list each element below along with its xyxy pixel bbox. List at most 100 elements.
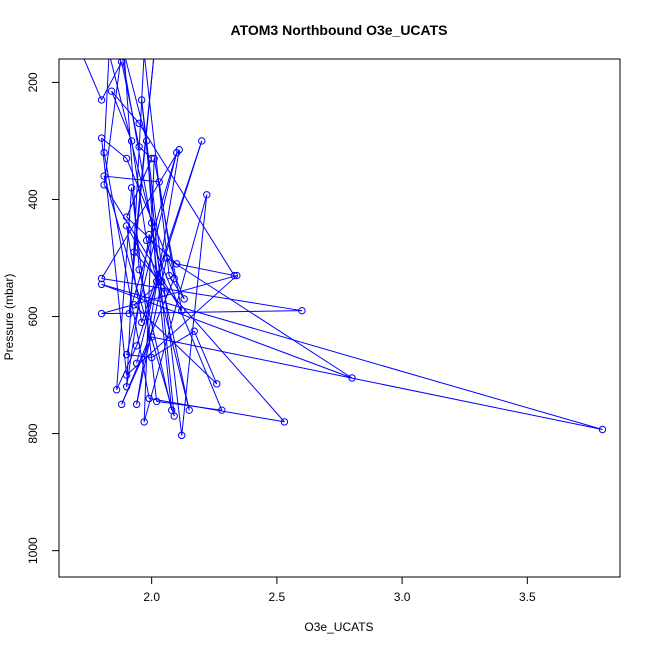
data-point [203,191,211,199]
data-point [230,271,239,280]
data-point [130,248,138,256]
series-line-segment [144,59,170,276]
data-point [173,148,181,157]
data-point [598,425,607,434]
data-point [162,254,171,262]
data-point [100,148,108,157]
series-line-segment [126,225,143,323]
data-point [137,318,146,327]
y-tick-label: 800 [26,423,40,443]
data-point [112,386,121,394]
data-point [135,143,143,151]
data-point [150,154,158,163]
x-tick-label: 2.0 [143,590,160,604]
series-line-segment [101,277,303,312]
data-point [137,96,146,104]
series-line-segment [101,283,353,379]
x-tick-label: 3.0 [394,590,411,604]
data-point [218,406,226,414]
data-point [145,230,153,239]
plot-frame [58,58,621,578]
data-point [298,306,306,315]
series-line-segment [131,140,148,241]
series-line-segment [133,59,155,253]
series-line-segment [133,251,285,423]
series-line-segment [101,61,123,101]
series-line-segment [125,59,148,142]
y-tick-label: 600 [26,306,40,326]
series-line-segment [149,397,285,423]
data-point [132,359,141,368]
data-point [142,137,151,145]
series-line-segment [126,275,238,376]
data-point [280,418,289,426]
data-point [122,371,131,379]
y-axis: 200 400 600 800 1000 [26,72,59,564]
data-point [213,380,221,388]
data-point [132,400,141,409]
y-tick-label: 400 [26,189,40,209]
data-point [130,301,138,309]
data-point [348,374,356,382]
series-line-segment [122,59,163,282]
data-point [97,134,106,142]
data-point [122,383,131,391]
data-point [233,271,241,280]
data-point [178,306,186,315]
series-line-segment [103,184,183,311]
series-line-segment [181,194,208,436]
series-line-segment [126,354,152,359]
data-point [178,431,186,440]
series-line-segment [176,263,235,277]
data-point [173,260,181,268]
data-point [147,333,156,341]
data-point [180,295,188,303]
data-point [97,274,106,283]
data-point [152,397,161,406]
series-line-segment [133,281,163,306]
data-point [117,400,126,409]
data-point [100,181,108,189]
data-point [125,309,133,318]
series-line-segment [101,283,603,430]
data-point [117,59,126,66]
series-line-segment [101,137,127,159]
chart-title: ATOM3 Northbound O3e_UCATS [231,22,448,38]
data-point [147,219,156,227]
data-point [157,277,166,286]
series-line-segment [103,152,150,399]
data-point [97,96,106,104]
data-point [100,172,108,180]
series-line-segment [101,310,302,315]
data-point [107,87,116,95]
data-point [122,350,131,359]
data-point [97,280,106,289]
y-tick-label: 200 [26,72,40,92]
series-line-segment [111,91,133,142]
series-line-segment [103,59,110,153]
series-line-segment [103,59,122,185]
data-point [185,406,193,414]
series-line-segment [138,269,173,411]
series-line-segment [166,257,353,379]
data-point [168,406,176,414]
data-point [122,222,131,230]
data-point [122,154,131,163]
x-tick-label: 3.5 [519,590,536,604]
data-point [145,394,153,403]
series-line-segment [143,194,208,423]
data-point [135,119,143,128]
data-point [190,327,198,335]
data-point [198,137,206,145]
series-line-segment [141,99,183,436]
series-line-segment [151,336,603,430]
series-line-segment [116,187,133,390]
series-line-segment [101,275,237,315]
series-line-segment [138,146,153,159]
data-point [152,277,161,286]
data-point [97,309,106,318]
series-line-segment [146,240,190,411]
series-line-segment [136,281,158,364]
